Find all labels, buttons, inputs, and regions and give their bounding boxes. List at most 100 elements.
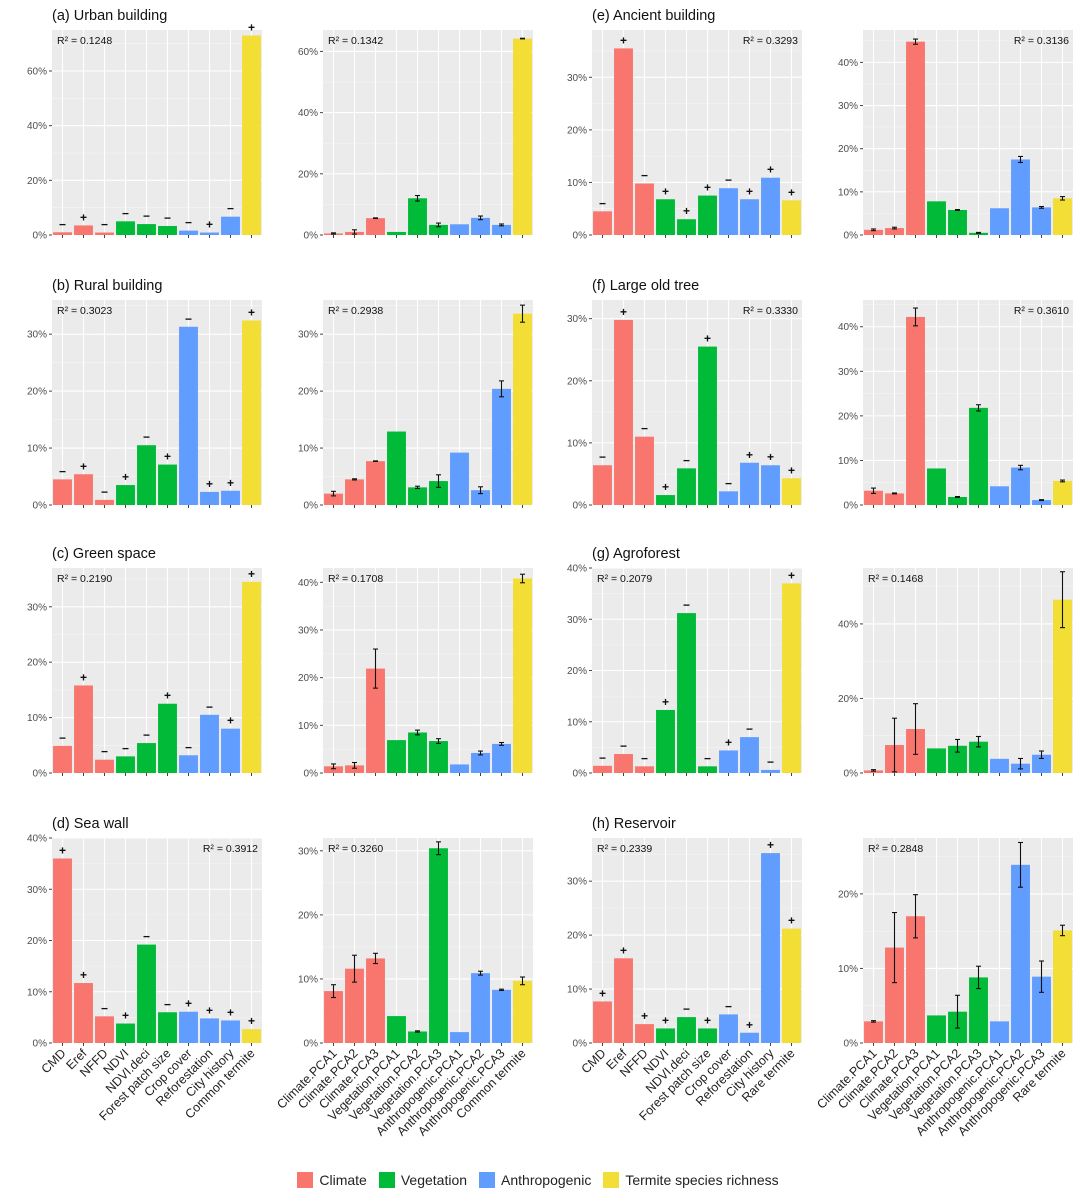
bar-city-history	[761, 853, 780, 1043]
y-tick-label: 40%	[838, 322, 858, 333]
sign-label: +	[662, 1013, 669, 1027]
bar-crop-cover	[719, 188, 738, 235]
bar-vegetation-pca3	[969, 232, 988, 235]
bar-vegetation-pca2	[408, 198, 427, 235]
sign-label: +	[767, 450, 774, 464]
bar-nffd	[635, 183, 654, 235]
bar-forest-patch-size	[158, 464, 177, 505]
panel-c-right: 0% 10% 20% 30% 40% R² = 0.1708	[298, 568, 533, 780]
panel-g-right: 0% 20% 40% R² = 0.1468	[838, 568, 1073, 780]
legend-label-anthropogenic: Anthropogenic	[501, 1172, 592, 1188]
y-tick-label: 20%	[838, 694, 858, 705]
y-tick-label: 0%	[33, 501, 48, 512]
legend-item-termite: Termite species richness	[603, 1172, 779, 1188]
sign-label: −	[164, 997, 171, 1011]
panel-b-left: 0%10%20%30%− +−+−+−+ ++R² = 0.3023(b) Rura…	[27, 278, 262, 512]
sign-label: −	[122, 206, 129, 220]
sign-label: +	[59, 844, 66, 858]
y-tick-label: 40%	[838, 58, 858, 69]
bar-ndvi-deci	[677, 468, 696, 505]
bar-city-history	[221, 1020, 240, 1043]
y-tick-label: 30%	[567, 615, 587, 626]
y-tick-label: 20%	[838, 411, 858, 422]
bar-city-history	[761, 465, 780, 505]
panel-title: (b) Rural building	[52, 278, 162, 294]
r-squared-label: R² = 0.1468	[868, 573, 923, 585]
y-tick-label: 20%	[27, 387, 47, 398]
y-tick-label: 20%	[298, 910, 318, 921]
r-squared-label: R² = 0.3293	[743, 35, 798, 47]
sign-label: +	[767, 163, 774, 177]
bar-anthropogenic-pca2	[1011, 467, 1030, 505]
bar-cmd	[593, 1001, 612, 1043]
bar-forest-patch-size	[698, 195, 717, 235]
bar-eref	[74, 225, 93, 235]
sign-label: −	[620, 739, 627, 753]
y-tick-label: 30%	[27, 330, 47, 341]
sign-label: +	[164, 450, 171, 464]
bar-climate-pca3	[366, 668, 385, 773]
sign-label: −	[641, 422, 648, 436]
bar-anthropogenic-pca3	[1032, 207, 1051, 235]
bar-anthropogenic-pca3	[1032, 754, 1051, 773]
bar-climate-pca1	[324, 766, 343, 773]
sign-label: +	[122, 470, 129, 484]
y-tick-label: 60%	[298, 47, 318, 58]
sign-label: −	[122, 741, 129, 755]
sign-label: −	[746, 722, 753, 736]
bar-cmd	[53, 232, 72, 235]
bar-anthropogenic-pca2	[471, 973, 490, 1043]
legend-label-vegetation: Vegetation	[400, 1172, 468, 1188]
bar-common-termite	[513, 980, 532, 1043]
bar-crop-cover	[179, 230, 198, 235]
sign-label: +	[599, 986, 606, 1000]
y-tick-label: 20%	[838, 889, 858, 900]
legend-item-anthropogenic: Anthropogenic	[479, 1172, 591, 1188]
bar-climate-pca1	[864, 770, 883, 773]
bar-vegetation-pca1	[387, 431, 406, 505]
bar-ndvi-deci	[137, 743, 156, 773]
legend: Climate Vegetation Anthropogenic Termite…	[0, 1170, 1080, 1190]
bar-ndvi	[656, 199, 675, 235]
r-squared-label: R² = 0.1342	[328, 35, 383, 47]
y-tick-label: 40%	[567, 564, 587, 575]
sign-label: −	[683, 598, 690, 612]
sign-label: +	[788, 185, 795, 199]
panel-d-left: 0%10%20%30%40%++−+−− + + ++R² = 0.3912(d) S…	[27, 816, 262, 1123]
bar-vegetation-pca1	[927, 748, 946, 773]
sign-label: −	[725, 173, 732, 187]
panel-g-left: 0%10%20%30%40%−−−+−−+−−+R² = 0.2079(g) A…	[567, 546, 802, 780]
bar-vegetation-pca2	[948, 496, 967, 505]
sign-label: +	[683, 204, 690, 218]
y-tick-label: 0%	[573, 769, 588, 780]
y-tick-label: 10%	[567, 438, 587, 449]
y-tick-label: 0%	[33, 769, 48, 780]
y-tick-label: 30%	[567, 73, 587, 84]
r-squared-label: R² = 0.2339	[597, 843, 652, 855]
r-squared-label: R² = 0.1708	[328, 573, 383, 585]
panel-title: (e) Ancient building	[592, 8, 715, 24]
bar-eref	[614, 754, 633, 773]
bar-ndvi-deci	[677, 1017, 696, 1043]
bar-rare-termite	[782, 478, 801, 505]
bar-ndvi-deci	[137, 224, 156, 235]
y-tick-label: 30%	[567, 314, 587, 325]
sign-label: +	[248, 20, 255, 34]
r-squared-label: R² = 0.3023	[57, 305, 112, 317]
panel-title: (c) Green space	[52, 546, 156, 562]
y-tick-label: 20%	[838, 144, 858, 155]
sign-label: −	[599, 196, 606, 210]
bar-anthropogenic-pca2	[471, 490, 490, 505]
sign-label: +	[620, 943, 627, 957]
sign-label: −	[683, 1002, 690, 1016]
bar-forest-patch-size	[698, 1028, 717, 1043]
bar-common-termite	[242, 35, 261, 235]
bar-vegetation-pca3	[429, 741, 448, 773]
y-tick-label: 10%	[838, 964, 858, 975]
sign-label: +	[206, 218, 213, 232]
y-tick-label: 0%	[33, 231, 48, 242]
bar-nffd	[95, 1016, 114, 1043]
panel-a-right: 0% 20% 40% 60% R² = 0.1342	[298, 30, 533, 242]
bar-anthropogenic-pca2	[471, 752, 490, 773]
bar-vegetation-pca3	[429, 481, 448, 505]
